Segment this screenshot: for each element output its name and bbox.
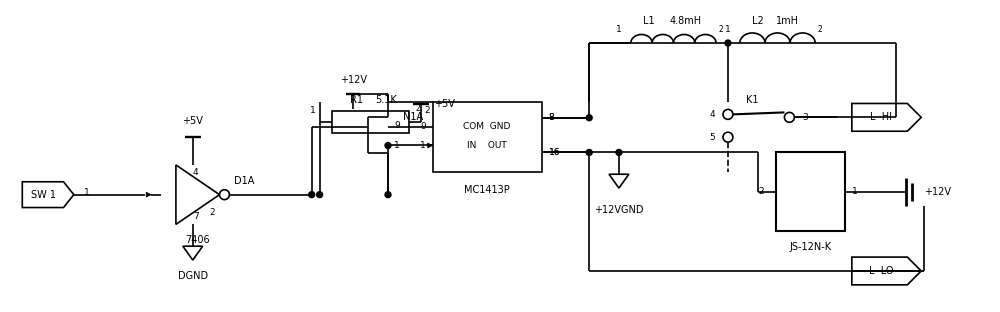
Text: 1: 1	[394, 141, 400, 149]
Text: 1: 1	[310, 106, 316, 115]
Text: +5V: +5V	[182, 116, 203, 126]
Text: 1: 1	[725, 25, 731, 34]
Text: 9: 9	[420, 122, 426, 131]
Text: 2: 2	[416, 104, 421, 113]
Text: +5V: +5V	[434, 100, 454, 110]
Text: 2: 2	[759, 187, 764, 196]
Circle shape	[317, 192, 323, 197]
Text: 7: 7	[193, 212, 199, 221]
Text: COM  GND: COM GND	[463, 122, 511, 131]
Text: 16: 16	[549, 148, 560, 157]
Text: 1: 1	[616, 25, 622, 34]
Text: 5: 5	[709, 133, 715, 142]
Circle shape	[723, 132, 733, 142]
Text: 8: 8	[549, 113, 554, 122]
Circle shape	[586, 149, 592, 155]
Text: N1A: N1A	[403, 112, 423, 122]
Circle shape	[723, 110, 733, 119]
Text: L  LO: L LO	[869, 266, 893, 276]
Text: K1: K1	[746, 95, 759, 105]
Text: DGND: DGND	[178, 271, 208, 281]
Text: 2: 2	[425, 106, 430, 115]
Text: MC1413P: MC1413P	[464, 185, 510, 195]
Text: 1: 1	[84, 188, 89, 197]
Polygon shape	[428, 143, 433, 148]
Text: JS-12N-K: JS-12N-K	[789, 242, 831, 252]
Text: 9: 9	[394, 121, 400, 130]
Text: 16: 16	[549, 148, 560, 157]
Text: R1: R1	[350, 95, 363, 105]
Polygon shape	[146, 192, 151, 197]
Text: +12VGND: +12VGND	[594, 205, 644, 215]
Text: L1: L1	[643, 16, 654, 26]
Text: SW 1: SW 1	[31, 190, 56, 200]
Circle shape	[586, 115, 592, 121]
Circle shape	[220, 190, 229, 200]
Circle shape	[385, 143, 391, 149]
Text: 1: 1	[420, 141, 426, 150]
Text: 2: 2	[209, 208, 215, 217]
Text: 1mH: 1mH	[776, 16, 799, 26]
Text: 7406: 7406	[185, 235, 210, 245]
Text: D1A: D1A	[234, 176, 255, 186]
Circle shape	[309, 192, 315, 197]
Text: 8: 8	[549, 113, 554, 122]
Text: +12V: +12V	[340, 75, 367, 85]
Text: 2: 2	[817, 25, 822, 34]
Text: 4: 4	[709, 110, 715, 119]
Circle shape	[385, 192, 391, 197]
Text: 5.1K: 5.1K	[375, 95, 397, 105]
Text: 1: 1	[852, 187, 858, 196]
Text: +12V: +12V	[924, 187, 951, 197]
Circle shape	[616, 149, 622, 155]
Text: 2: 2	[718, 25, 723, 34]
Text: 4: 4	[193, 168, 198, 177]
Text: L  HI: L HI	[870, 112, 892, 122]
Text: IN    OUT: IN OUT	[467, 141, 507, 150]
Text: 4.8mH: 4.8mH	[669, 16, 701, 26]
Text: 3: 3	[802, 113, 808, 122]
Text: L2: L2	[752, 16, 764, 26]
Circle shape	[784, 112, 794, 122]
Circle shape	[725, 40, 731, 46]
